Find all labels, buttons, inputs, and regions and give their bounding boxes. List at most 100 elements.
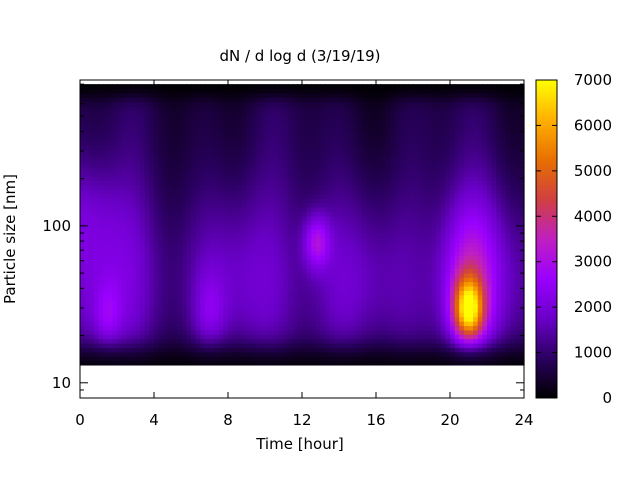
heatmap-cell bbox=[177, 285, 183, 291]
heatmap-cell bbox=[385, 163, 391, 169]
heatmap-cell bbox=[251, 299, 257, 305]
heatmap-cell bbox=[158, 110, 164, 116]
heatmap-cell bbox=[315, 246, 322, 252]
heatmap-cell bbox=[228, 272, 234, 278]
heatmap-cell bbox=[89, 321, 95, 327]
heatmap-cell bbox=[204, 198, 211, 204]
heatmap-cell bbox=[302, 114, 308, 120]
heatmap-cell bbox=[191, 167, 197, 173]
heatmap-cell bbox=[315, 312, 322, 318]
heatmap-cell bbox=[385, 211, 391, 217]
heatmap-cell bbox=[246, 338, 252, 344]
heatmap-cell bbox=[408, 250, 414, 256]
heatmap-cell bbox=[339, 119, 345, 125]
heatmap-cell bbox=[154, 180, 160, 186]
heatmap-cell bbox=[376, 149, 382, 155]
heatmap-cell bbox=[403, 215, 409, 221]
heatmap-cell bbox=[260, 338, 266, 344]
heatmap-cell bbox=[144, 97, 150, 103]
heatmap-cell bbox=[274, 163, 280, 169]
heatmap-cell bbox=[306, 277, 312, 283]
heatmap-cell bbox=[112, 198, 118, 204]
heatmap-cell bbox=[334, 180, 340, 186]
heatmap-cell bbox=[237, 329, 243, 335]
heatmap-cell bbox=[278, 264, 285, 269]
heatmap-cell bbox=[436, 351, 442, 357]
heatmap-cell bbox=[311, 145, 317, 151]
heatmap-cell bbox=[269, 242, 275, 248]
heatmap-cell bbox=[329, 158, 335, 164]
heatmap-cell bbox=[292, 97, 298, 103]
heatmap-cell bbox=[130, 141, 137, 147]
heatmap-cell bbox=[167, 290, 174, 296]
heatmap-cell bbox=[98, 123, 104, 129]
heatmap-cell bbox=[130, 246, 137, 252]
heatmap-cell bbox=[228, 290, 234, 296]
heatmap-cell bbox=[380, 154, 386, 160]
heatmap-cell bbox=[311, 299, 317, 305]
heatmap-cell bbox=[80, 299, 86, 305]
heatmap-cell bbox=[144, 228, 150, 234]
heatmap-cell bbox=[93, 211, 100, 217]
heatmap-cell bbox=[403, 237, 409, 243]
heatmap-cell bbox=[260, 237, 266, 243]
heatmap-cell bbox=[315, 154, 322, 160]
heatmap-cell bbox=[348, 338, 354, 344]
heatmap-cell bbox=[376, 167, 382, 173]
heatmap-cell bbox=[389, 321, 396, 327]
heatmap-cell bbox=[130, 132, 137, 138]
heatmap-cell bbox=[163, 268, 169, 274]
heatmap-cell bbox=[84, 119, 90, 125]
heatmap-cell bbox=[228, 198, 234, 204]
heatmap-cell bbox=[297, 321, 303, 327]
heatmap-cell bbox=[426, 145, 433, 151]
heatmap-cell bbox=[389, 285, 396, 291]
heatmap-cell bbox=[140, 158, 146, 164]
heatmap-cell bbox=[320, 264, 326, 269]
heatmap-cell bbox=[366, 321, 372, 327]
heatmap-cell bbox=[163, 316, 169, 322]
heatmap-cell bbox=[334, 106, 340, 112]
heatmap-cell bbox=[177, 290, 183, 296]
heatmap-cell bbox=[269, 206, 275, 212]
heatmap-cell bbox=[320, 237, 326, 243]
heatmap-cell bbox=[93, 356, 100, 362]
heatmap-cell bbox=[362, 176, 368, 182]
heatmap-cell bbox=[255, 303, 261, 309]
heatmap-cell bbox=[292, 268, 298, 274]
heatmap-cell bbox=[297, 290, 303, 296]
heatmap-cell bbox=[154, 84, 160, 90]
heatmap-cell bbox=[117, 351, 123, 357]
heatmap-cell bbox=[315, 281, 322, 287]
heatmap-cell bbox=[376, 171, 382, 177]
heatmap-cell bbox=[191, 198, 197, 204]
heatmap-cell bbox=[297, 325, 303, 331]
heatmap-cell bbox=[246, 84, 252, 90]
heatmap-cell bbox=[380, 185, 386, 191]
heatmap-cell bbox=[343, 176, 349, 182]
heatmap-cell bbox=[107, 202, 113, 208]
heatmap-cell bbox=[413, 312, 419, 318]
heatmap-cell bbox=[237, 338, 243, 344]
heatmap-cell bbox=[399, 132, 405, 138]
heatmap-cell bbox=[417, 193, 423, 199]
heatmap-cell bbox=[214, 272, 220, 278]
heatmap-cell bbox=[408, 198, 414, 204]
heatmap-cell bbox=[149, 272, 155, 278]
heatmap-cell bbox=[232, 228, 238, 234]
heatmap-cell bbox=[218, 84, 224, 90]
heatmap-cell bbox=[172, 290, 178, 296]
heatmap-cell bbox=[117, 303, 123, 309]
heatmap-cell bbox=[223, 351, 229, 357]
heatmap-cell bbox=[209, 211, 215, 217]
heatmap-cell bbox=[177, 356, 183, 362]
heatmap-cell bbox=[246, 198, 252, 204]
heatmap-cell bbox=[265, 329, 271, 335]
heatmap-cell bbox=[431, 97, 437, 103]
heatmap-cell bbox=[283, 272, 289, 278]
heatmap-cell bbox=[283, 158, 289, 164]
heatmap-cell bbox=[121, 189, 127, 195]
heatmap-cell bbox=[167, 224, 174, 230]
heatmap-cell bbox=[385, 176, 391, 182]
heatmap-cell bbox=[255, 145, 261, 151]
